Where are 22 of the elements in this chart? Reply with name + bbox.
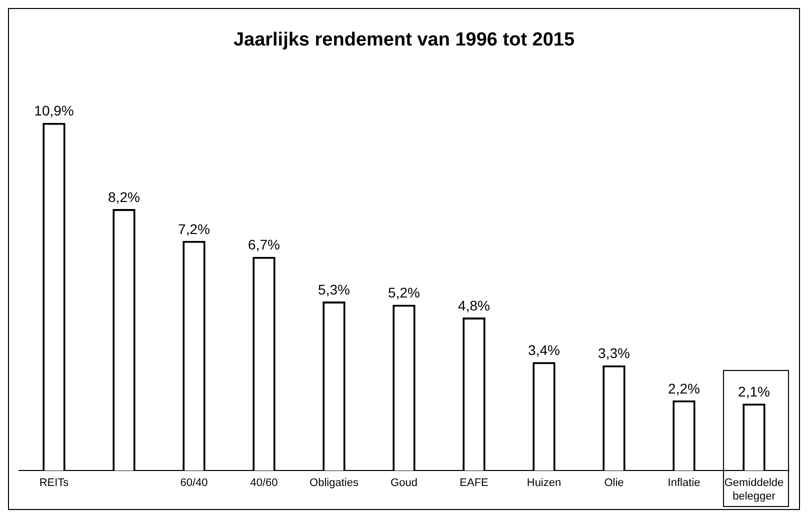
x-tick-label: Olie xyxy=(604,477,624,490)
data-label: 4,8% xyxy=(458,297,490,314)
data-label: 6,7% xyxy=(248,236,280,253)
data-label: 5,3% xyxy=(318,281,350,298)
x-tick-label: 60/40 xyxy=(180,477,208,490)
x-tick-label: Goud xyxy=(390,477,418,490)
data-label: 3,3% xyxy=(598,345,630,362)
x-tick-label: 40/60 xyxy=(250,477,278,490)
x-tick-label: Obligaties xyxy=(310,477,359,490)
x-tick-label: REITs xyxy=(39,477,70,490)
x-tick-label: Huizen xyxy=(526,477,562,490)
data-label: 5,2% xyxy=(388,284,420,301)
data-label: 2,2% xyxy=(668,380,700,396)
data-label: 7,2% xyxy=(178,220,210,237)
x-tick-label: Inflatie xyxy=(668,477,700,490)
chart-title: Jaarlijks rendement van 1996 tot 2015 xyxy=(233,30,575,51)
x-tick-label: EAFE xyxy=(460,477,488,490)
data-label: 8,2% xyxy=(108,188,140,205)
data-label: 10,9% xyxy=(34,102,74,119)
data-label: 2,1% xyxy=(738,383,770,400)
x-tick-label: Gemiddelde belegger xyxy=(724,477,784,502)
data-label: 3,4% xyxy=(528,342,560,358)
